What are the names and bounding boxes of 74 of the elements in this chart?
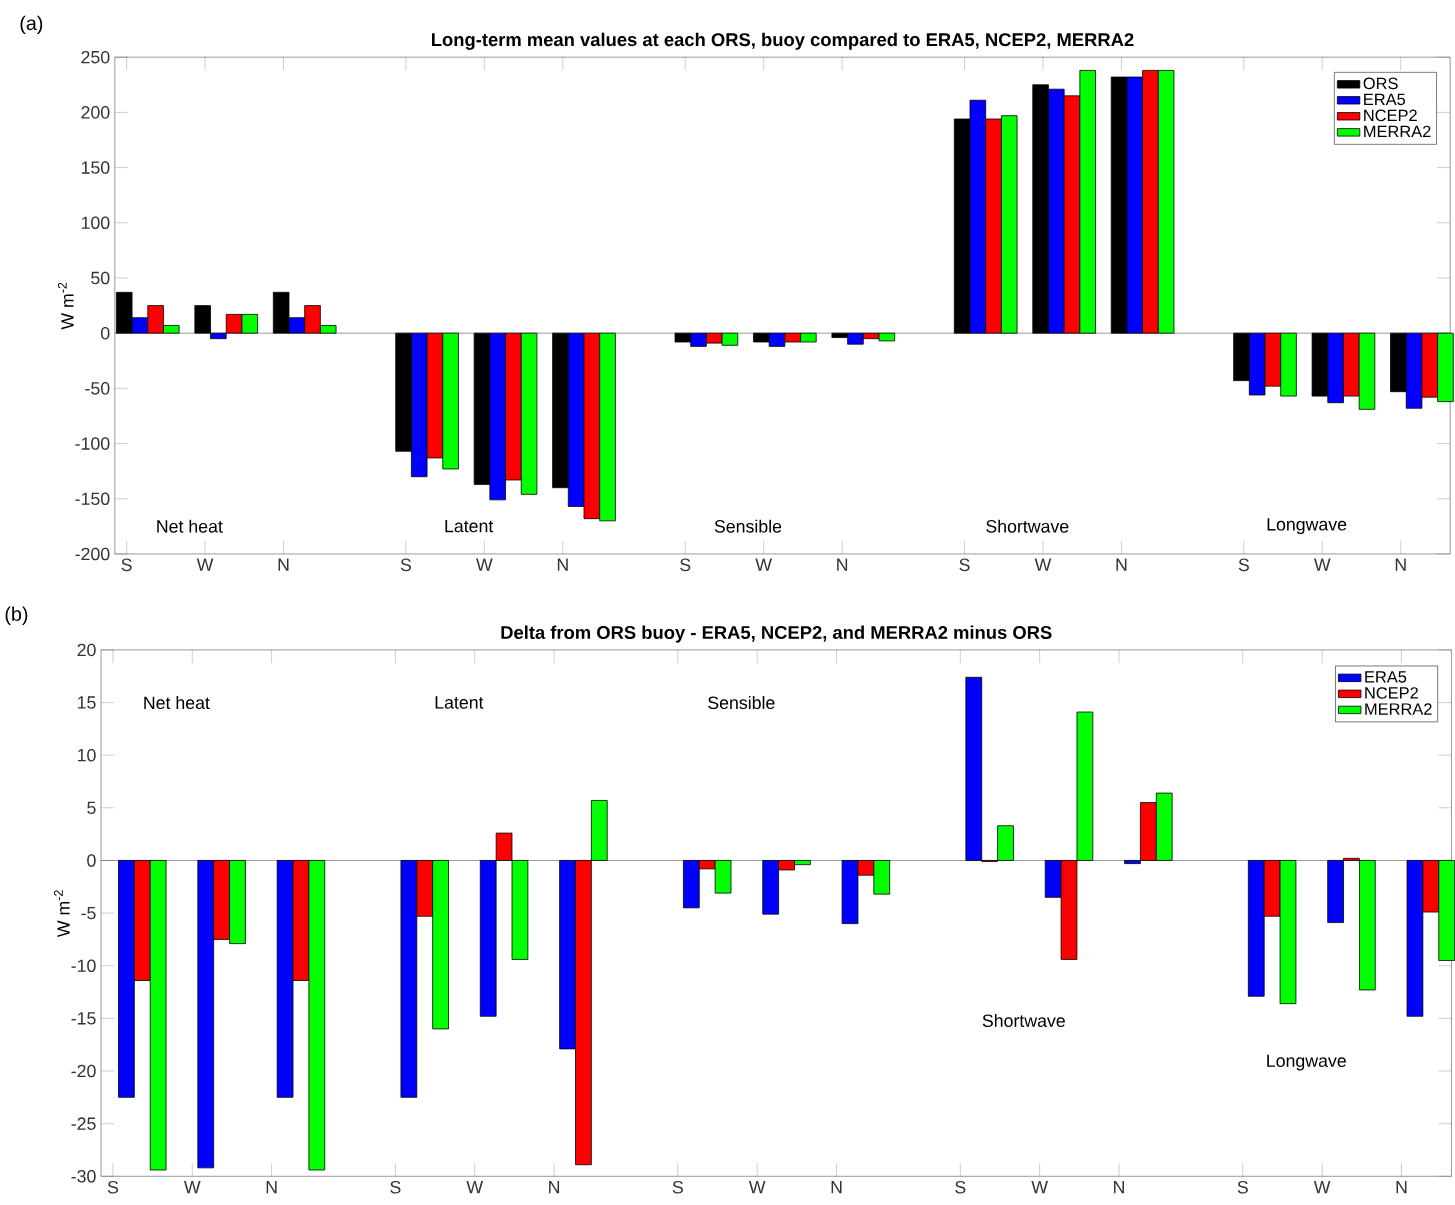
x-tick-label: S	[107, 1181, 119, 1194]
legend-label: MERRA2	[1365, 703, 1432, 715]
x-tick-label: S	[680, 558, 691, 572]
y-axis-title: W m$^{-2}$	[57, 282, 74, 330]
x-tick-label: W	[196, 558, 214, 572]
y-tick-label: -5	[81, 907, 96, 920]
x-tick-label: W	[183, 1181, 201, 1194]
x-tick-label: W	[1313, 558, 1331, 572]
x-tick-label: N	[1116, 558, 1127, 572]
x-tick-label: N	[1396, 1181, 1407, 1194]
y-tick-label: -100	[75, 437, 110, 451]
x-tick-label: S	[955, 1181, 966, 1194]
legend-label: ORS	[1363, 77, 1398, 90]
x-tick-label: W	[1313, 1181, 1331, 1194]
x-tick-label: S	[1237, 1181, 1248, 1194]
x-tick-label: S	[959, 558, 970, 572]
y-tick-label: -30	[71, 1170, 96, 1183]
x-tick-label: N	[837, 558, 848, 572]
x-tick-label: W	[748, 1181, 766, 1194]
y-tick-label: -10	[71, 959, 96, 973]
x-tick-label: W	[755, 558, 772, 572]
y-tick-label: -25	[71, 1117, 96, 1131]
y-tick-label: -20	[71, 1064, 96, 1078]
text: (a)	[20, 15, 43, 35]
x-tick-label: N	[549, 1181, 560, 1194]
x-tick-label: N	[831, 1181, 842, 1194]
x-tick-label: N	[1114, 1181, 1124, 1194]
legend-label: MERRA2	[1364, 125, 1431, 138]
x-tick-label: W	[1031, 1181, 1048, 1194]
x-tick-label: N	[1395, 558, 1406, 572]
text: (b)	[5, 606, 28, 626]
chart-title: Delta from ORS buoy - ERA5, NCEP2, and MERRA2 minus ORS	[501, 625, 1052, 643]
x-tick-label: S	[390, 1181, 401, 1194]
y-tick-label: 250	[81, 51, 110, 64]
legend-label: NCEP2	[1365, 687, 1418, 699]
y-tick-label: 0	[87, 854, 96, 867]
x-tick-label: W	[476, 558, 493, 572]
x-tick-label: N	[266, 1181, 277, 1194]
annotation: Latent	[445, 520, 494, 533]
y-tick-label: -150	[75, 492, 110, 506]
x-tick-label: W	[1034, 558, 1052, 572]
annotation: Sensible	[714, 519, 782, 533]
y-tick-label: 20	[77, 643, 96, 657]
y-tick-label: 150	[81, 161, 110, 175]
annotation: Shortwave	[982, 1014, 1065, 1028]
y-tick-label: 0	[101, 327, 110, 340]
annotation: Longwave	[1267, 518, 1347, 535]
legend-label: ERA5	[1364, 93, 1406, 106]
x-tick-label: N	[278, 558, 289, 572]
legend-label: NCEP2	[1364, 109, 1417, 122]
y-tick-label: -50	[85, 382, 110, 395]
y-tick-label: 15	[78, 696, 96, 709]
annotation: Shortwave	[986, 519, 1069, 533]
y-tick-label: 5	[87, 801, 96, 815]
x-tick-label: N	[557, 558, 568, 572]
legend-label: ERA5	[1365, 671, 1407, 683]
y-tick-label: -200	[75, 547, 110, 561]
annotation: Sensible	[708, 696, 775, 710]
y-tick-label: 100	[81, 216, 110, 230]
x-tick-label: S	[672, 1181, 683, 1194]
y-axis-title: W m$^{-2}$	[54, 890, 70, 938]
x-tick-label: W	[466, 1181, 484, 1194]
annotation: Net heat	[157, 519, 223, 533]
y-tick-label: 200	[81, 106, 110, 119]
annotation: Net heat	[144, 696, 210, 710]
x-tick-label: S	[121, 558, 132, 572]
y-tick-label: 10	[78, 749, 96, 762]
annotation: Latent	[435, 696, 484, 709]
x-tick-label: S	[400, 558, 411, 572]
annotation: Longwave	[1267, 1054, 1346, 1071]
y-tick-label: -15	[71, 1012, 96, 1025]
chart-title: Long-term mean values at each ORS, buoy compared to ERA5, NCEP2, MERRA2	[432, 32, 1134, 51]
x-tick-label: S	[1238, 558, 1249, 572]
y-tick-label: 50	[91, 271, 110, 285]
